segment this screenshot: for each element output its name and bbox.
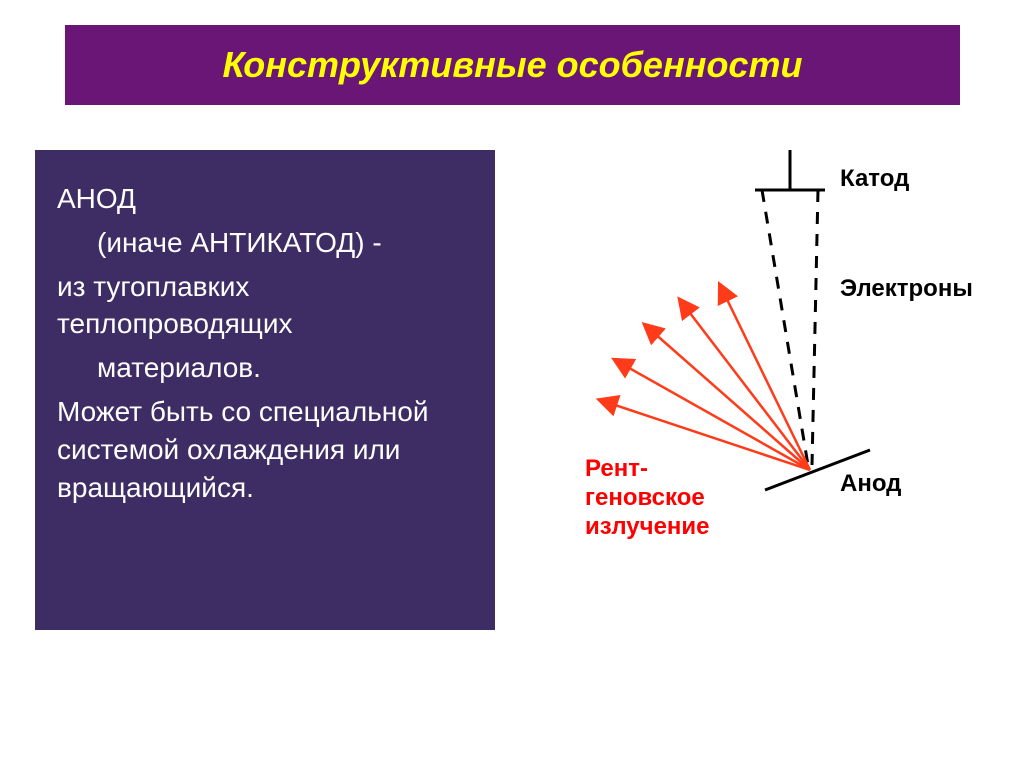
text-line-4: материалов. [57,349,473,387]
text-line-5: Может быть со специальной системой охлаж… [57,393,473,506]
diagram-svg [540,150,1000,630]
text-line-2: (иначе АНТИКАТОД) - [57,224,473,262]
cathode-label: Катод [840,165,909,193]
slide-title: Конструктивные особенности [223,44,803,86]
xray-tube-diagram: Катод Электроны Анод Рент- геновское изл… [540,150,1000,630]
xray-label-l1: Рент- [585,455,710,484]
title-bar: Конструктивные особенности [65,25,960,105]
text-line-1: АНОД [57,180,473,218]
electron-beam-lines [762,190,818,465]
electrons-label: Электроны [840,275,973,303]
xray-label-l3: излучение [585,513,710,542]
xray-rays [600,285,810,470]
anode-label: Анод [840,470,901,498]
cathode-lines [755,150,825,190]
anode-description-box: АНОД (иначе АНТИКАТОД) - из тугоплавких … [35,150,495,630]
xray-label-l2: геновское [585,484,710,513]
text-line-3: из тугоплавких теплопроводящих [57,268,473,344]
xray-label: Рент- геновское излучение [585,455,710,541]
